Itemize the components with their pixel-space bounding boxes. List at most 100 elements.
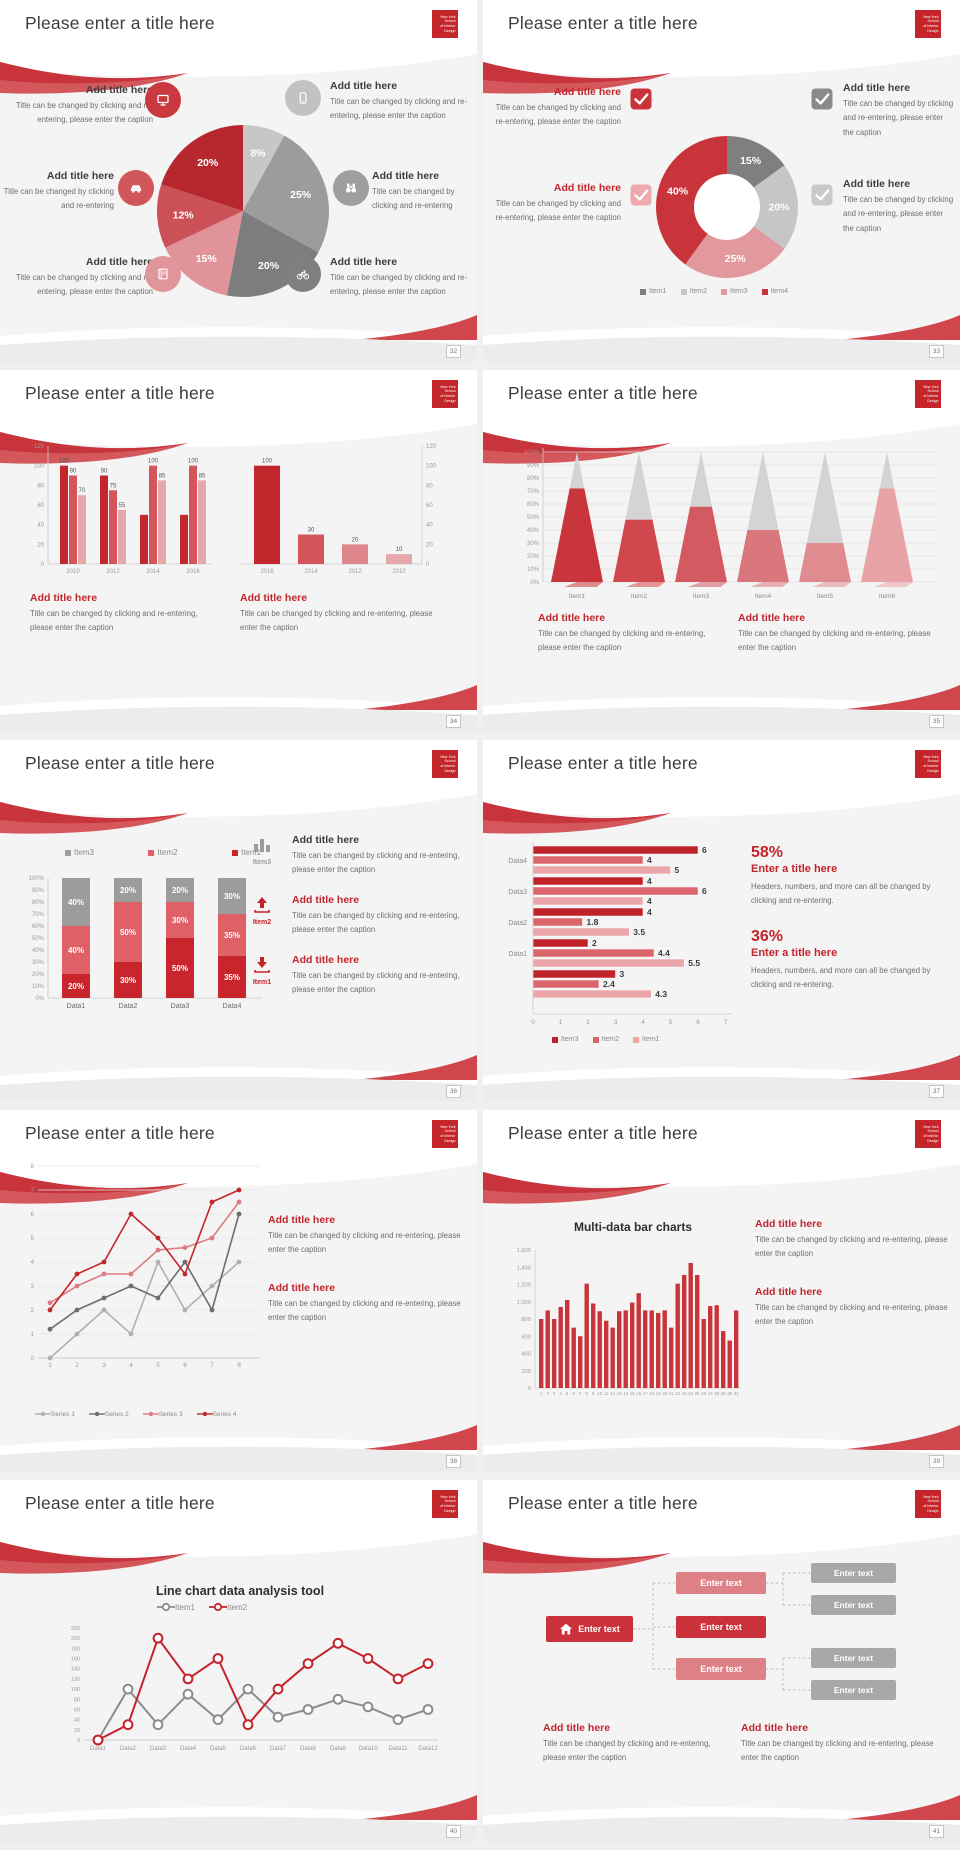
callout-caption: Title can be changed by clicking and re-… (738, 629, 931, 653)
svg-text:27: 27 (708, 1391, 713, 1396)
svg-text:24: 24 (688, 1391, 693, 1396)
svg-text:90%: 90% (32, 888, 45, 894)
svg-text:100: 100 (148, 459, 159, 465)
svg-text:Data2: Data2 (120, 1746, 137, 1752)
checkbox-icon (811, 184, 833, 206)
book-icon (145, 256, 181, 292)
page-number: 39 (929, 1455, 944, 1468)
right-node[interactable]: Enter text (811, 1595, 896, 1615)
right-node[interactable]: Enter text (811, 1680, 896, 1700)
svg-text:8: 8 (31, 1164, 35, 1170)
svg-text:90: 90 (101, 469, 108, 475)
svg-text:0%: 0% (35, 996, 44, 1002)
slide-stacked-bar[interactable]: Please enter a title here New York School… (0, 740, 477, 1102)
callout-caption: Title can be changed by clicking and re-… (3, 187, 114, 211)
nysid-logo: New York School of Interior Design (915, 380, 941, 408)
svg-text:0: 0 (41, 562, 45, 568)
mid-node[interactable]: Enter text (676, 1658, 766, 1680)
callout-title: Add title here (755, 1286, 823, 1298)
legend-item: Series 4 (196, 1410, 236, 1418)
legend-item: Item2 (148, 848, 178, 857)
svg-text:30: 30 (727, 1391, 732, 1396)
logo-text-line: Design (444, 768, 456, 773)
feature-callout: Add title here Title can be changed by cl… (292, 954, 470, 998)
callout-title: Add title here (538, 612, 606, 624)
svg-text:11: 11 (604, 1391, 609, 1396)
home-icon (560, 1623, 573, 1635)
feature-callout: Add title here Title can be changed by cl… (292, 894, 470, 938)
slide-donut-chart[interactable]: Please enter a title here New York School… (483, 0, 960, 362)
svg-text:4: 4 (647, 907, 652, 917)
svg-text:40%: 40% (32, 948, 45, 954)
slide-title: Please enter a title here (25, 1123, 215, 1143)
connector-lines (633, 1572, 811, 1691)
svg-text:2012: 2012 (348, 569, 362, 575)
svg-text:60: 60 (426, 503, 433, 509)
stat-title: Enter a title here (751, 947, 838, 959)
svg-text:3: 3 (620, 969, 625, 979)
home-node[interactable]: Enter text (546, 1616, 633, 1642)
slide-cone-chart[interactable]: Please enter a title here New York School… (483, 370, 960, 732)
svg-text:2014: 2014 (146, 569, 160, 575)
slide-title: Please enter a title here (25, 753, 215, 773)
slide-bar-charts[interactable]: Please enter a title here New York School… (0, 370, 477, 732)
logo-text-line: New York (923, 1494, 939, 1499)
slide-horizontal-bar[interactable]: Please enter a title here New York School… (483, 740, 960, 1102)
svg-text:4: 4 (647, 855, 652, 865)
slide-flow-diagram[interactable]: Please enter a title here New York School… (483, 1480, 960, 1842)
nysid-logo: New York School of Interior Design (432, 380, 458, 408)
legend-swatch-icon (721, 288, 728, 295)
svg-text:15%: 15% (196, 253, 218, 265)
feature-icon-block: Item1 (244, 956, 280, 986)
svg-text:28: 28 (714, 1391, 719, 1396)
mid-node[interactable]: Enter text (676, 1572, 766, 1594)
logo-text-line: New York (923, 384, 939, 389)
svg-text:100: 100 (262, 459, 273, 465)
svg-text:600: 600 (521, 1334, 531, 1340)
svg-text:40: 40 (37, 523, 44, 529)
svg-text:17: 17 (643, 1391, 648, 1396)
svg-text:1,000: 1,000 (516, 1300, 531, 1306)
svg-text:Data4: Data4 (180, 1746, 197, 1752)
svg-text:1: 1 (48, 1362, 52, 1369)
logo-text-line: Design (927, 398, 939, 403)
callout-top-left: Add title here Title can be changed by cl… (493, 86, 621, 130)
logo-text-line: of Interior (440, 1504, 456, 1508)
callout-title: Add title here (292, 954, 360, 966)
right-node[interactable]: Enter text (811, 1563, 896, 1583)
svg-text:160: 160 (71, 1657, 80, 1663)
stat-caption: Headers, numbers, and more can all be ch… (751, 882, 931, 906)
page-number: 33 (929, 345, 944, 358)
nysid-logo: New York School of Interior Design (432, 10, 458, 38)
slide-pie-chart[interactable]: Please enter a title here New York School… (0, 0, 477, 362)
right-node[interactable]: Enter text (811, 1648, 896, 1668)
slide-decoration (0, 370, 477, 732)
svg-text:220: 220 (71, 1626, 80, 1632)
slide-title: Please enter a title here (25, 1493, 215, 1513)
legend-item: Item2 (209, 1602, 247, 1612)
svg-text:4: 4 (560, 1391, 563, 1396)
svg-text:Data2: Data2 (508, 920, 527, 927)
slide-multi-bar[interactable]: Please enter a title here New York School… (483, 1110, 960, 1472)
legend-item: Item3 (65, 848, 94, 857)
stacked-bar-content: Item3 Item2 Item1 0% 10% 20% 30% 40% 50% 60% 70% 80… (0, 740, 477, 1102)
mid-node[interactable]: Enter text (676, 1616, 766, 1638)
stat-block: 58% Enter a title here Headers, numbers, a… (751, 844, 945, 909)
svg-text:200: 200 (521, 1369, 531, 1375)
logo-text-line: School (444, 759, 456, 764)
chart-title: Multi-data bar charts (573, 1220, 693, 1234)
feature-icon-block: Item3 (244, 836, 280, 866)
nysid-logo: New York School of Interior Design (432, 750, 458, 778)
callout-title: Add title here (85, 84, 153, 96)
slide-line-chart[interactable]: Please enter a title here New York School… (0, 1110, 477, 1472)
stat-caption: Headers, numbers, and more can all be ch… (751, 966, 931, 990)
slide-line-analysis[interactable]: Please enter a title here New York School… (0, 1480, 477, 1842)
callout-caption: Title can be changed by clicking and re-… (843, 99, 954, 137)
svg-text:Data1: Data1 (90, 1746, 107, 1752)
callout-caption: Title can be changed by clicking and re-… (292, 971, 460, 995)
slide-title: Please enter a title here (25, 13, 215, 33)
checkbox-icon (630, 88, 652, 110)
svg-text:400: 400 (521, 1352, 531, 1358)
svg-text:20%: 20% (120, 886, 136, 895)
logo-text-line: New York (440, 14, 456, 19)
